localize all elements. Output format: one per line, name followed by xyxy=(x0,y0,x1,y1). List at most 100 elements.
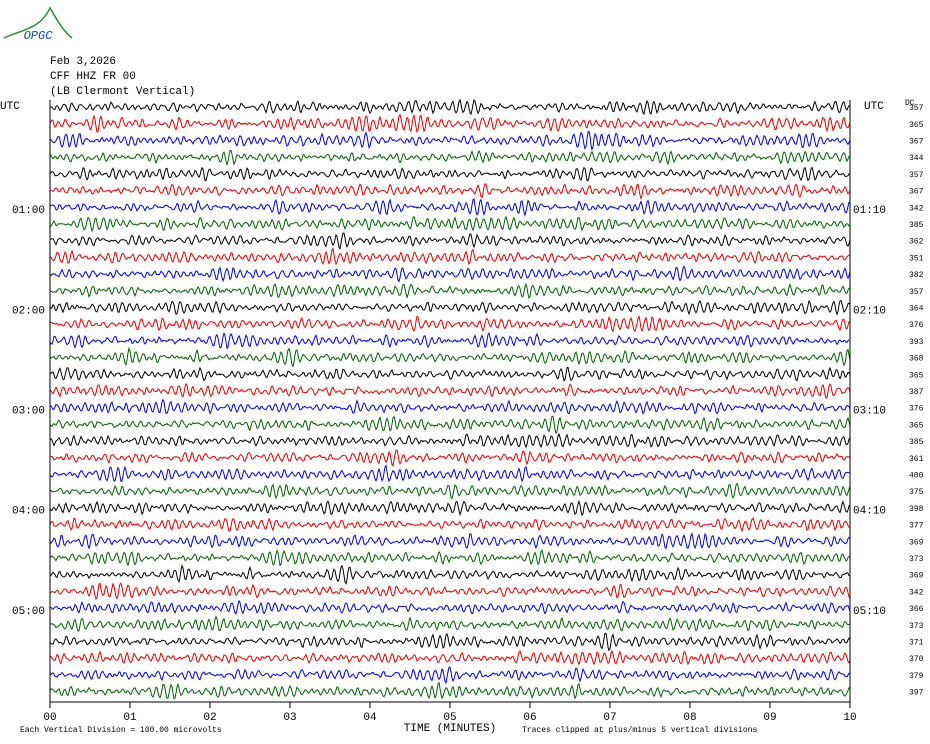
x-tick-label: 04 xyxy=(363,712,377,724)
dc-value: 365 xyxy=(909,421,924,430)
trace xyxy=(49,166,851,182)
x-tick-label: 03 xyxy=(283,712,296,724)
right-title: UTC xyxy=(864,101,884,113)
trace xyxy=(49,149,851,167)
right-time-label: 03:10 xyxy=(853,406,886,418)
x-tick-label: 02 xyxy=(203,712,216,724)
right-time-label: 04:10 xyxy=(853,506,886,518)
x-tick-label: 05 xyxy=(443,712,456,724)
trace xyxy=(49,332,851,350)
traces xyxy=(49,98,851,700)
dc-value: 385 xyxy=(909,221,924,230)
dc-value: 370 xyxy=(909,655,924,664)
dc-value: 393 xyxy=(909,338,924,347)
right-time-label: 02:10 xyxy=(853,305,886,317)
dc-value: 400 xyxy=(909,472,924,481)
trace xyxy=(49,98,851,116)
x-tick-label: 00 xyxy=(43,712,56,724)
trace xyxy=(49,113,851,134)
right-time-label: 05:10 xyxy=(853,606,886,618)
trace xyxy=(49,432,851,449)
trace xyxy=(49,615,851,632)
trace xyxy=(49,549,851,567)
dc-value: 371 xyxy=(909,639,924,648)
trace xyxy=(49,130,851,152)
header-line: Feb 3,2026 xyxy=(50,56,116,68)
dc-value: 369 xyxy=(909,572,924,581)
left-time-label: 01:00 xyxy=(12,205,45,217)
left-title: UTC xyxy=(0,101,20,113)
left-time-label: 02:00 xyxy=(12,305,45,317)
x-axis-label: TIME (MINUTES) xyxy=(404,723,496,735)
right-time-label: 01:10 xyxy=(853,205,886,217)
dc-value: 397 xyxy=(909,689,924,698)
dc-value: 344 xyxy=(909,154,924,163)
dc-value: 387 xyxy=(909,388,924,397)
trace xyxy=(49,464,851,483)
dc-value: 365 xyxy=(909,371,924,380)
dc-value: 357 xyxy=(909,288,924,297)
dc-value: 398 xyxy=(909,505,924,514)
trace xyxy=(49,482,851,500)
dc-value: 382 xyxy=(909,271,924,280)
trace xyxy=(49,681,851,700)
dc-value: 367 xyxy=(909,188,924,197)
header-line: (LB Clermont Vertical) xyxy=(50,86,195,98)
trace xyxy=(49,299,851,316)
trace xyxy=(49,449,851,468)
x-tick-label: 07 xyxy=(603,712,616,724)
trace xyxy=(49,247,851,266)
trace xyxy=(49,265,851,283)
dc-value: 375 xyxy=(909,488,924,497)
dc-value: 366 xyxy=(909,605,924,614)
trace xyxy=(49,232,851,250)
x-tick-label: 10 xyxy=(843,712,856,724)
trace xyxy=(49,564,851,585)
dc-value: 361 xyxy=(909,455,924,464)
trace xyxy=(49,532,851,550)
footer-left: Each Vertical Division = 100.00 microvol… xyxy=(20,726,222,735)
dc-value: 379 xyxy=(909,672,924,681)
x-tick-label: 06 xyxy=(523,712,536,724)
dc-value: 376 xyxy=(909,405,924,414)
left-time-label: 03:00 xyxy=(12,406,45,418)
header-line: CFF HHZ FR 00 xyxy=(50,71,136,83)
trace xyxy=(49,517,851,533)
x-tick-label: 01 xyxy=(123,712,137,724)
dc-value: 376 xyxy=(909,321,924,330)
left-time-label: 04:00 xyxy=(12,506,45,518)
dc-value: 351 xyxy=(909,254,924,263)
dc-title: DC xyxy=(905,99,915,108)
trace xyxy=(49,666,851,685)
trace xyxy=(49,183,851,201)
trace xyxy=(49,599,851,615)
trace xyxy=(49,366,851,382)
dc-value: 385 xyxy=(909,438,924,447)
left-time-label: 05:00 xyxy=(12,606,45,618)
trace xyxy=(49,314,851,333)
logo: OPGC xyxy=(24,29,54,43)
dc-value: 357 xyxy=(909,104,924,113)
trace xyxy=(49,382,851,399)
dc-value: 367 xyxy=(909,138,924,147)
x-tick-label: 08 xyxy=(683,712,696,724)
dc-value: 342 xyxy=(909,588,924,597)
trace xyxy=(49,215,851,233)
dc-value: 357 xyxy=(909,171,924,180)
trace xyxy=(49,582,851,601)
dc-value: 369 xyxy=(909,538,924,547)
trace xyxy=(49,398,851,415)
dc-value: 373 xyxy=(909,555,924,564)
dc-value: 377 xyxy=(909,522,924,531)
dc-value: 364 xyxy=(909,305,924,314)
trace xyxy=(49,499,851,517)
trace xyxy=(49,346,851,368)
dc-value: 373 xyxy=(909,622,924,631)
dc-value: 362 xyxy=(909,238,924,247)
trace xyxy=(49,649,851,666)
dc-value: 365 xyxy=(909,121,924,130)
x-tick-label: 09 xyxy=(763,712,776,724)
trace xyxy=(49,415,851,435)
dc-value: 368 xyxy=(909,355,924,364)
